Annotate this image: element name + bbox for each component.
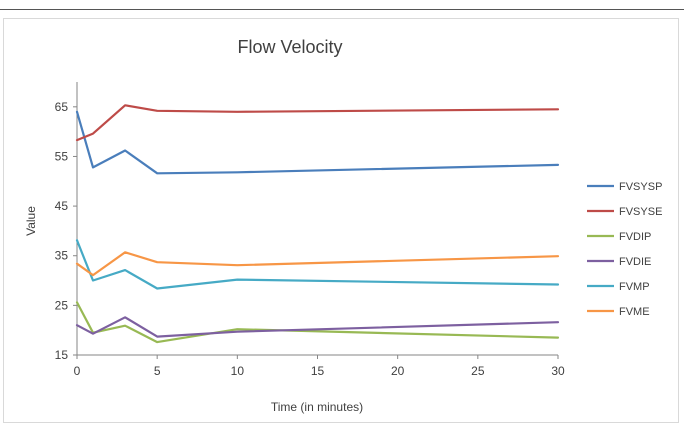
- chart-title: Flow Velocity: [237, 37, 342, 57]
- legend-label-fvme: FVME: [619, 306, 650, 318]
- x-tick-label: 10: [231, 364, 245, 378]
- series-layer: [75, 104, 560, 344]
- top-divider: [0, 9, 684, 10]
- x-tick-label: 5: [154, 364, 161, 378]
- y-tick-label: 65: [55, 100, 69, 114]
- y-tick-label: 15: [55, 348, 69, 362]
- legend-label-fvsyse: FVSYSE: [619, 206, 662, 218]
- y-tick-label: 25: [55, 298, 69, 312]
- series-line-fvsyse: [75, 104, 560, 142]
- legend-label-fvmp: FVMP: [619, 281, 650, 293]
- y-tick-label: 55: [55, 149, 69, 163]
- x-tick-label: 30: [551, 364, 565, 378]
- legend-label-fvdip: FVDIP: [619, 231, 651, 243]
- series-line-fvsysp: [75, 110, 560, 175]
- y-tick-label: 35: [55, 249, 69, 263]
- series-line-fvmp: [75, 239, 560, 290]
- series-line-fvdip: [75, 301, 560, 344]
- series-line-fvdie: [75, 316, 560, 338]
- line-chart: Flow Velocity Value Time (in minutes) 15…: [24, 37, 662, 414]
- axes: 15 25 35 45 55 65 0 5 10 15 20 25 30: [55, 82, 565, 378]
- legend-label-fvsysp: FVSYSP: [619, 181, 662, 193]
- legend-label-fvdie: FVDIE: [619, 256, 651, 268]
- y-axis-label: Value: [24, 206, 38, 236]
- x-axis-label: Time (in minutes): [271, 400, 363, 414]
- x-tick-label: 0: [74, 364, 81, 378]
- x-tick-label: 15: [311, 364, 325, 378]
- chart-area: Flow Velocity Value Time (in minutes) 15…: [3, 18, 679, 423]
- x-tick-label: 25: [471, 364, 485, 378]
- y-tick-label: 45: [55, 199, 69, 213]
- legend: FVSYSP FVSYSE FVDIP FVDIE FVMP FVME: [587, 181, 662, 318]
- x-tick-label: 20: [391, 364, 405, 378]
- series-line-fvme: [75, 251, 560, 277]
